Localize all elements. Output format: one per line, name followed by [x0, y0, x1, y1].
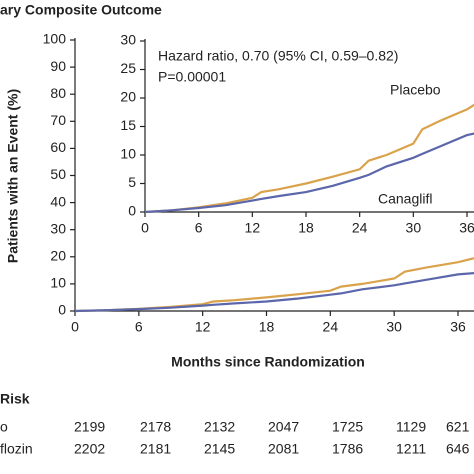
y-tick-label: 90: [50, 58, 66, 74]
risk-count: 1211: [396, 441, 426, 457]
x-axis-label: Months since Randomization: [171, 354, 365, 370]
risk-count: 2181: [140, 441, 171, 457]
risk-count: 1129: [396, 419, 426, 435]
x-tick-label: 30: [386, 319, 402, 335]
x-tick-label: 0: [71, 319, 79, 335]
x-tick-label: 12: [195, 319, 211, 335]
y-tick-label: 100: [43, 31, 67, 47]
inset-background: [108, 28, 474, 244]
risk-count: 1725: [332, 419, 363, 435]
y-tick-label: 0: [128, 203, 136, 219]
series-label: Canaglifl: [378, 191, 432, 207]
y-axis-label: Patients with an Event (%): [5, 89, 21, 263]
y-tick-label: 40: [50, 193, 66, 209]
risk-row-label: flozin: [0, 441, 33, 457]
y-tick-label: 5: [128, 174, 136, 190]
y-tick-label: 60: [50, 139, 66, 155]
annotation: P=0.00001: [158, 69, 226, 85]
x-tick-label: 12: [245, 220, 261, 236]
series-line: [74, 257, 474, 313]
y-tick-label: 20: [120, 89, 136, 105]
x-tick-label: 18: [259, 319, 275, 335]
series-line: [74, 272, 474, 313]
risk-count: 621: [446, 419, 470, 435]
y-tick-label: 70: [50, 112, 66, 128]
risk-count: 2178: [140, 419, 171, 435]
risk-table-title: Risk: [0, 391, 30, 407]
x-tick-label: 6: [135, 319, 143, 335]
y-tick-label: 15: [120, 117, 136, 133]
y-tick-label: 50: [50, 166, 66, 182]
risk-count: 646: [446, 441, 470, 457]
risk-count: 1786: [332, 441, 363, 457]
risk-count: 2145: [204, 441, 235, 457]
risk-count: 2202: [74, 441, 105, 457]
y-tick-label: 0: [58, 302, 66, 318]
y-tick-label: 80: [50, 85, 66, 101]
x-tick-label: 18: [298, 220, 314, 236]
series-line: [144, 132, 474, 214]
y-tick-label: 10: [50, 275, 66, 291]
risk-count: 2081: [268, 441, 299, 457]
y-tick-label: 20: [50, 248, 66, 264]
x-tick-label: 36: [450, 319, 466, 335]
series-label: Placebo: [390, 82, 441, 98]
x-tick-label: 6: [195, 220, 203, 236]
x-tick-label: 30: [406, 220, 422, 236]
y-tick-label: 30: [120, 32, 136, 48]
risk-row-label: o: [0, 419, 8, 435]
x-tick-label: 24: [323, 319, 339, 335]
annotation: Hazard ratio, 0.70 (95% CI, 0.59–0.82): [158, 48, 398, 64]
series-line: [144, 103, 474, 214]
x-tick-label: 36: [459, 220, 474, 236]
x-tick-label: 0: [141, 220, 149, 236]
risk-count: 2199: [74, 419, 105, 435]
risk-count: 2047: [268, 419, 299, 435]
risk-count: 2132: [204, 419, 235, 435]
chart-title: ary Composite Outcome: [0, 2, 162, 18]
y-tick-label: 25: [120, 60, 136, 76]
y-tick-label: 10: [120, 146, 136, 162]
y-tick-label: 30: [50, 220, 66, 236]
x-tick-label: 24: [352, 220, 368, 236]
